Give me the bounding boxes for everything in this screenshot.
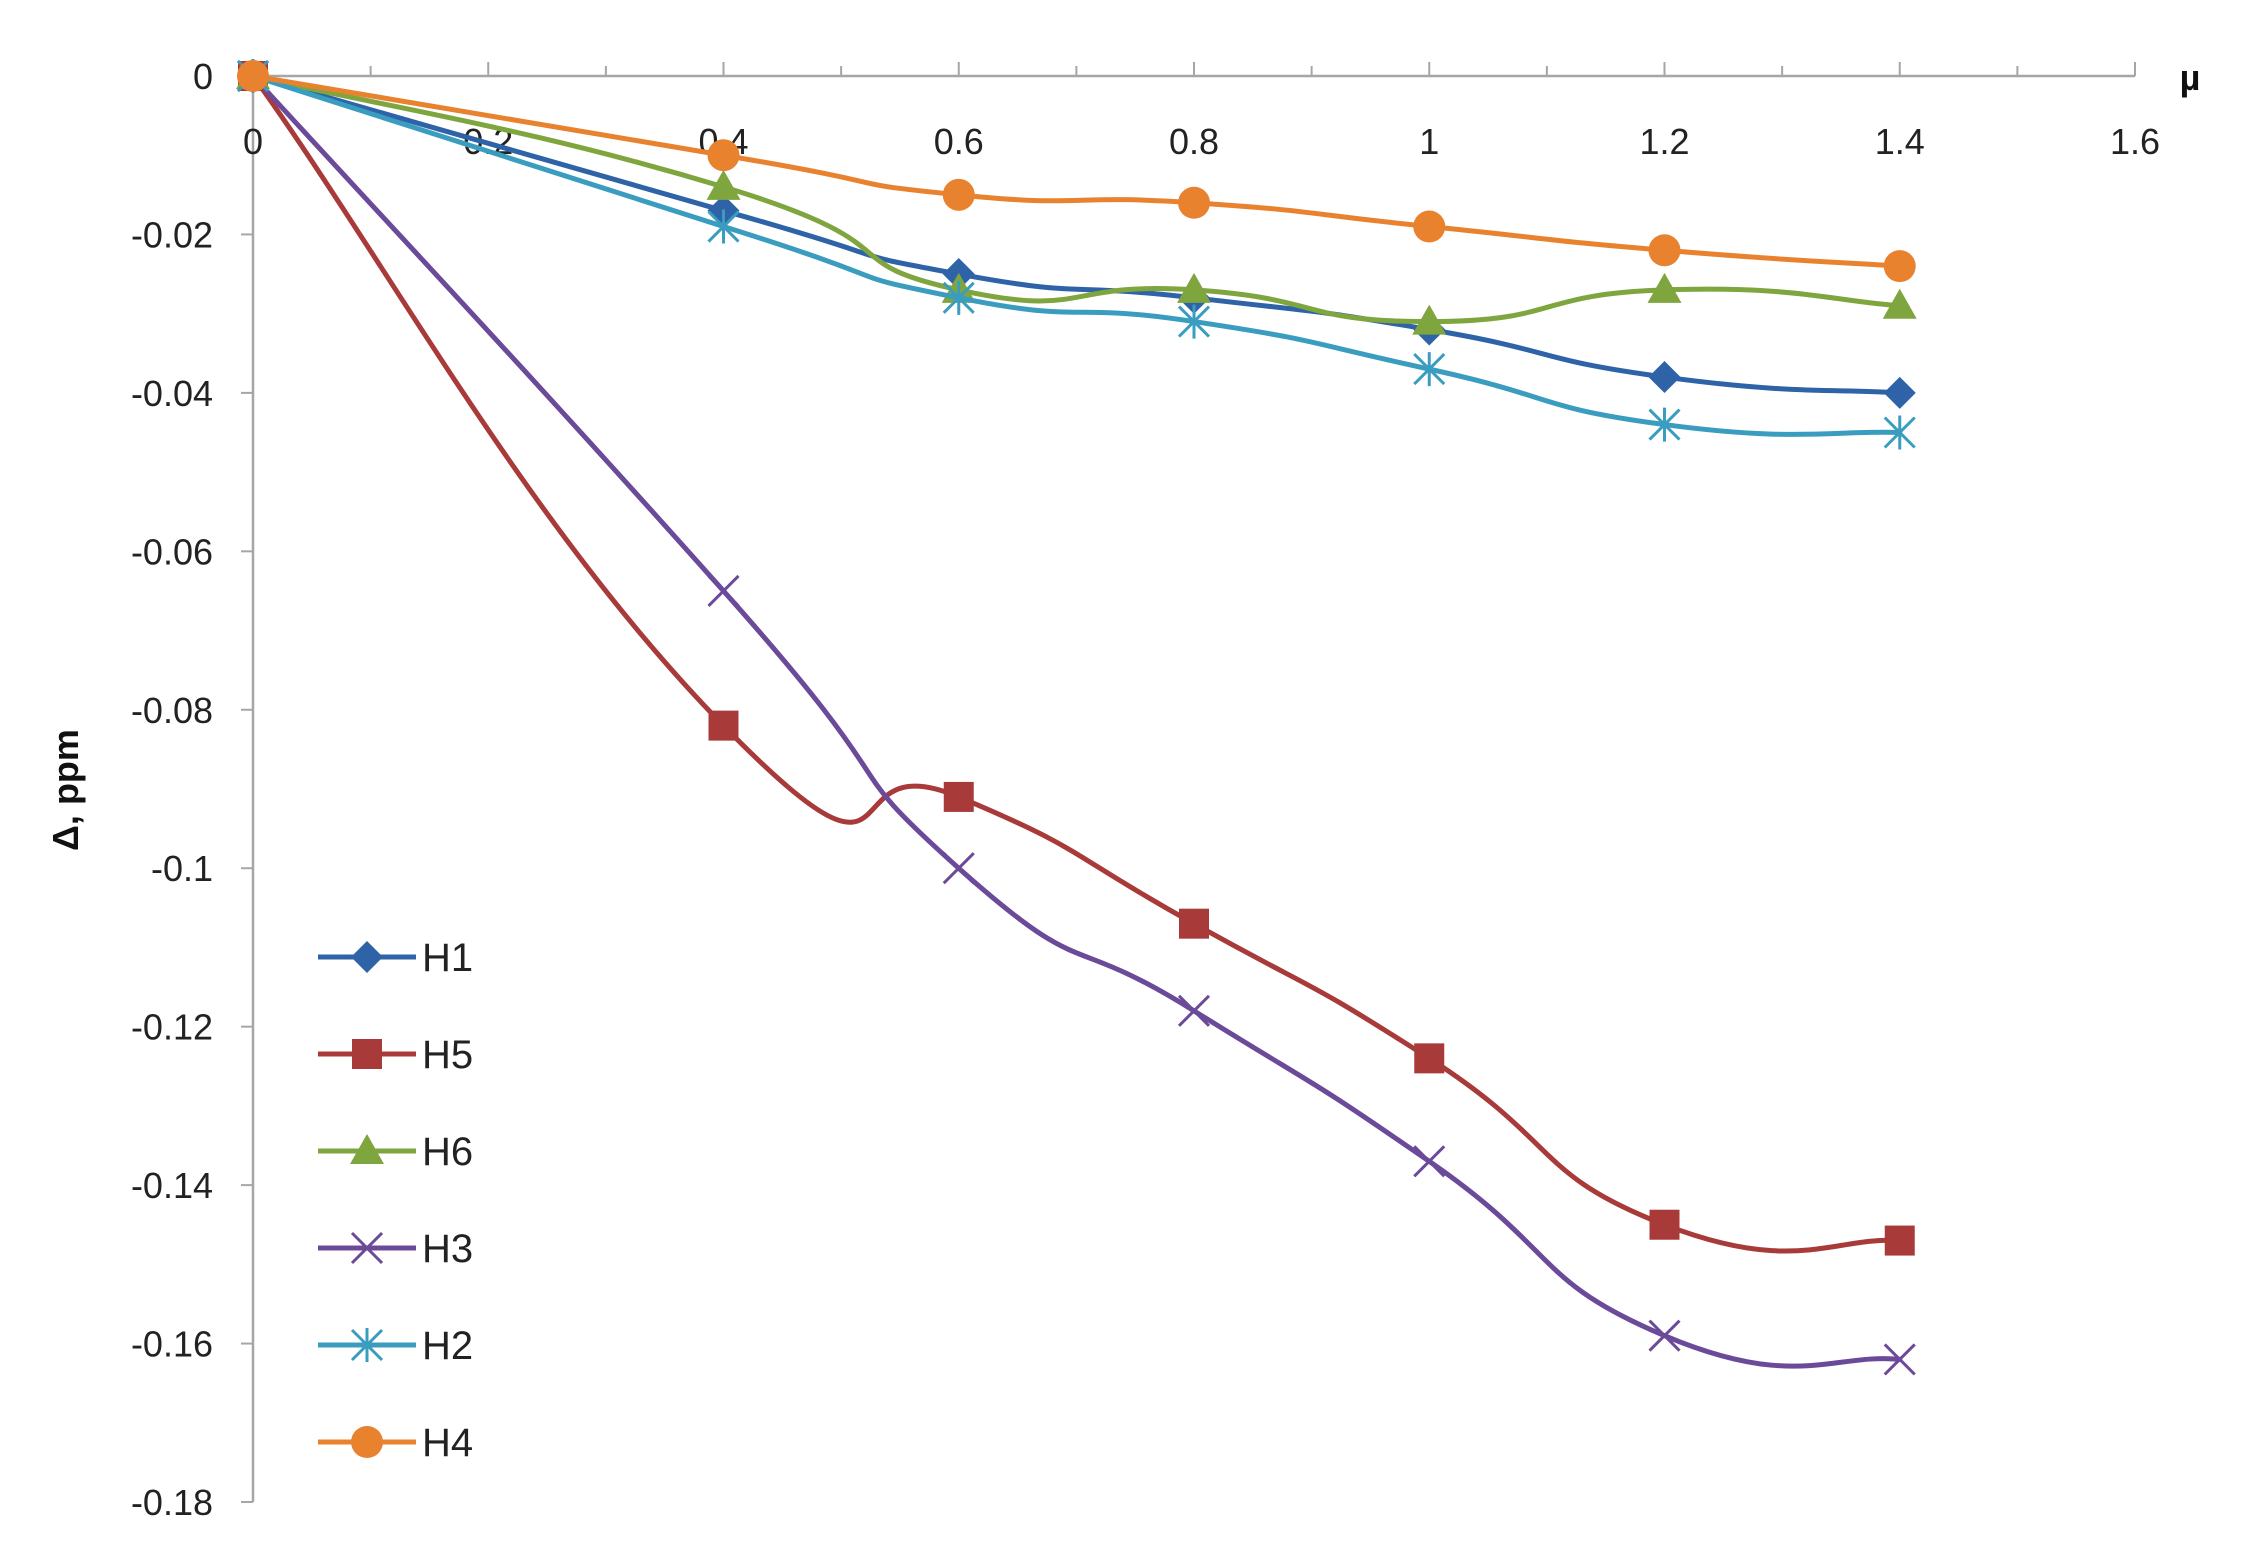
legend-item-h5: H5	[318, 1033, 473, 1077]
legend-item-h3: H3	[318, 1227, 473, 1271]
data-point-h4	[237, 60, 269, 92]
series-h4	[237, 60, 1916, 283]
y-tick-label: -0.06	[131, 531, 213, 572]
legend-label: H6	[422, 1130, 473, 1174]
series-line-h2	[250, 73, 1903, 437]
data-point-h3	[942, 852, 975, 885]
data-point-h2	[1413, 352, 1446, 387]
x-tick-label: 1.6	[2110, 121, 2160, 162]
legend-label: H4	[422, 1421, 473, 1465]
axes-layer: 00.20.40.60.811.21.41.60-0.02-0.04-0.06-…	[45, 56, 2200, 1523]
y-tick-label: -0.14	[131, 1165, 213, 1206]
x-tick-label: 0.6	[934, 121, 984, 162]
data-point-h4	[707, 139, 740, 172]
series-h6	[236, 59, 1917, 335]
x-axis-title: µ	[2180, 57, 2201, 98]
series-line-h6	[250, 73, 1903, 325]
series-line-h3	[250, 73, 1903, 1369]
data-point-h4	[1648, 234, 1681, 267]
data-point-h6	[1882, 288, 1917, 319]
data-point-h3	[1413, 1145, 1446, 1178]
data-point-h1	[1648, 361, 1681, 394]
legend-marker	[351, 941, 383, 973]
series-line-h4	[250, 73, 1903, 269]
data-point-h1	[1883, 376, 1916, 409]
legend-marker	[350, 1134, 384, 1164]
data-point-h6	[706, 169, 741, 200]
legend-marker	[352, 1039, 382, 1069]
data-point-h6	[1412, 304, 1447, 335]
x-tick-label: 1.2	[1639, 121, 1689, 162]
y-tick-label: -0.1	[151, 848, 213, 889]
series-h3	[236, 59, 1916, 1376]
legend-label: H1	[422, 936, 473, 980]
legend-marker	[350, 1328, 384, 1362]
legend-label: H3	[422, 1227, 473, 1271]
data-point-h5	[1179, 908, 1209, 939]
x-tick-label: 0	[243, 121, 263, 162]
data-point-h5	[943, 781, 974, 812]
y-tick-label: -0.18	[131, 1482, 213, 1523]
data-point-h2	[942, 280, 975, 315]
data-point-h5	[1649, 1209, 1680, 1240]
data-point-h6	[1647, 272, 1682, 303]
legend-marker	[351, 1426, 383, 1458]
y-tick-label: 0	[193, 56, 213, 97]
data-point-h5	[1884, 1225, 1915, 1256]
data-point-h2	[1648, 407, 1681, 442]
legend-item-h4: H4	[318, 1421, 473, 1465]
data-point-h3	[707, 574, 740, 608]
x-tick-label: 1	[1419, 121, 1439, 162]
legend-item-h6: H6	[318, 1130, 473, 1174]
legend-label: H2	[422, 1324, 473, 1368]
legend-item-h2: H2	[318, 1324, 473, 1368]
legend-label: H5	[422, 1033, 473, 1077]
y-tick-label: -0.02	[131, 214, 213, 255]
y-tick-label: -0.08	[131, 690, 213, 731]
data-point-h3	[1883, 1343, 1916, 1376]
y-tick-label: -0.04	[131, 373, 213, 414]
legend: H1 H5 H6 H3 H2 H4	[318, 936, 473, 1465]
legend-item-h1: H1	[318, 936, 473, 980]
legend-marker	[350, 1231, 384, 1265]
data-point-h5	[708, 710, 739, 741]
data-point-h6	[1177, 272, 1211, 303]
data-point-h4	[1883, 250, 1916, 283]
data-point-h4	[1413, 210, 1446, 243]
data-point-h4	[942, 178, 975, 211]
data-point-h4	[1178, 186, 1210, 219]
y-tick-label: -0.16	[131, 1324, 213, 1365]
x-tick-label: 0.8	[1169, 121, 1219, 162]
series-layer	[236, 59, 1917, 1376]
y-tick-label: -0.12	[131, 1007, 213, 1048]
data-point-h3	[1648, 1319, 1681, 1352]
data-point-h2	[1177, 304, 1211, 339]
y-axis-title: Δ, ppm	[45, 729, 86, 851]
x-tick-label: 1.4	[1875, 121, 1925, 162]
data-point-h5	[1414, 1043, 1445, 1074]
data-point-h3	[1177, 994, 1211, 1027]
data-point-h2	[1883, 415, 1916, 450]
series-line-h5	[250, 73, 1903, 1254]
data-point-h2	[707, 209, 740, 244]
